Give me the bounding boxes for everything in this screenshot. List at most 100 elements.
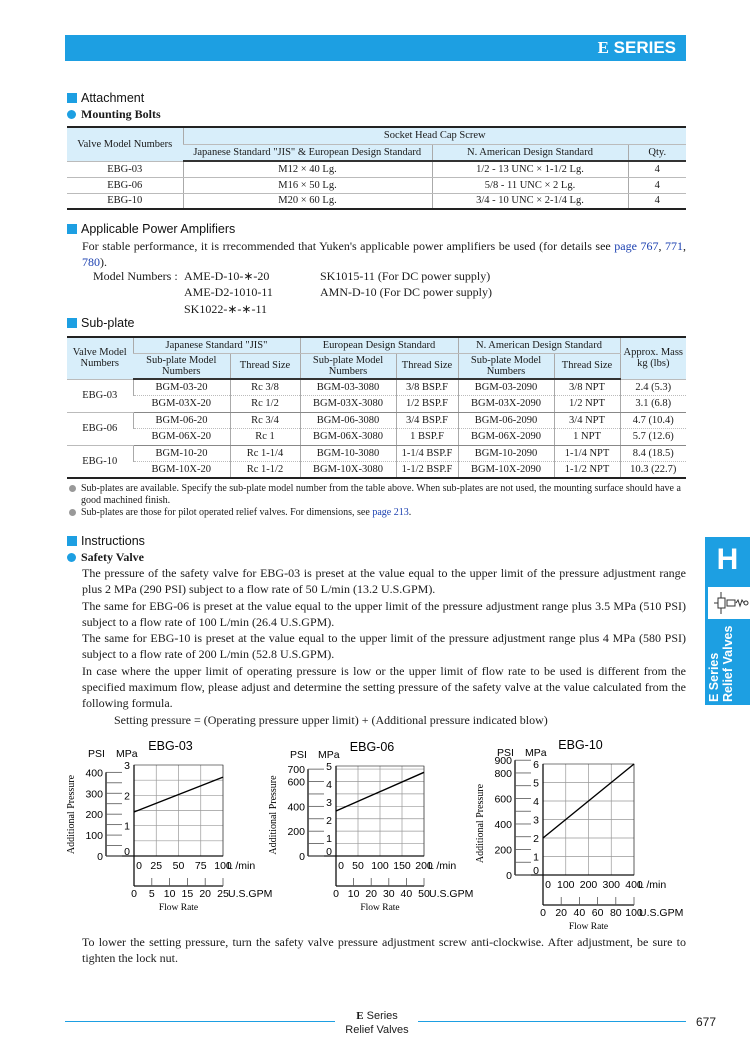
x-axis-label: Flow Rate (360, 903, 399, 913)
model-item: AME-D-10-∗-20 (184, 269, 270, 283)
mpa-unit-label: MPa (116, 748, 138, 760)
gpm-tick-label: 15 (182, 888, 194, 900)
table-cell: BGM-06X-2090 (457, 428, 554, 446)
mpa-tick-label: 1 (326, 833, 332, 845)
gpm-tick-label: 80 (610, 907, 622, 919)
table-cell: 2.4 (5.3) (619, 379, 686, 396)
model-numbers-label: Model Numbers : (93, 269, 178, 283)
mpa-tick-label: 0 (533, 865, 539, 877)
instruction-paragraph: In case where the upper limit of operati… (82, 663, 686, 711)
table-cell: BGM-10X-20 (133, 461, 230, 479)
table-cell: EBG-03 (67, 161, 183, 178)
safety-valve-heading: Safety Valve (67, 550, 144, 565)
link-page-213[interactable]: page 213 (372, 507, 409, 518)
lmin-unit-label: L /min (638, 879, 666, 891)
lmin-tick-label: 0 (545, 879, 551, 891)
table-row: EBG-03 M12 × 40 Lg. 1/2 - 13 UNC × 1-1/2 L… (67, 161, 686, 178)
col-jis: Japanese Standard "JIS" (132, 337, 300, 354)
psi-unit-label: PSI (497, 747, 514, 759)
relief-valve-symbol-icon (708, 587, 750, 619)
y-axis-label: Additional Pressure (475, 783, 486, 863)
table-cell: 1 BSP.F (395, 428, 458, 446)
lmin-tick-label: 150 (393, 860, 411, 872)
table-row: EBG-06 BGM-06-20 Rc 3/4 BGM-06-3080 3/4 BSP.… (67, 412, 686, 446)
psi-tick-label: 0 (299, 851, 305, 863)
mpa-tick-label: 4 (326, 779, 332, 791)
table-cell: Rc 1-1/4 (229, 445, 300, 462)
gpm-tick-label: 10 (348, 888, 360, 900)
subplate-heading: Sub-plate (67, 316, 135, 330)
table-cell: 4.7 (10.4) (619, 412, 686, 429)
psi-tick-label: 0 (97, 851, 103, 863)
table-cell: 8.4 (18.5) (619, 445, 686, 462)
gpm-tick-label: 40 (574, 907, 586, 919)
table-row: EBG-03 BGM-03-20 Rc 3/8 BGM-03-3080 3/8 BSP.… (67, 379, 686, 413)
table-cell: 4 (627, 177, 686, 194)
models-col1: AME-D-10-∗-20 AME-D2-1010-11 SK1022-∗-∗-11 (184, 268, 273, 317)
table-cell: 1-1/2 BSP.F (395, 461, 458, 479)
lmin-tick-label: 200 (415, 860, 433, 872)
col-valve: Valve Model Numbers (67, 337, 133, 380)
table-cell: 4 (627, 193, 686, 210)
mpa-tick-label: 4 (533, 796, 539, 808)
col-thread: Thread Size (553, 353, 620, 380)
table-cell: BGM-03-2090 (457, 379, 554, 396)
mounting-bolts-table: Valve Model Numbers Socket Head Cap Screw… (67, 126, 686, 210)
mpa-tick-label: 3 (326, 797, 332, 809)
table-cell: 1-1/4 BSP.F (395, 445, 458, 462)
instructions-heading: Instructions (67, 534, 145, 548)
link-page-767[interactable]: page 767 (614, 239, 659, 253)
table-cell: 3/8 BSP.F (395, 379, 458, 396)
col-jis: Japanese Standard "JIS" & European Desig… (183, 144, 432, 162)
table-cell: 3/4 BSP.F (395, 412, 458, 429)
psi-tick-label: 700 (287, 764, 305, 776)
col-na: N. American Design Standard (431, 144, 628, 162)
table-row: BGM-10X-20 Rc 1-1/2 BGM-10X-3080 1-1/2 BSP.… (67, 461, 686, 479)
table-cell: 5.7 (12.6) (619, 428, 686, 446)
models-col2: SK1015-11 (For DC power supply) AMN-D-10 … (320, 268, 492, 301)
table-cell: Rc 1/2 (229, 395, 300, 413)
formula: Setting pressure = (Operating pressure u… (114, 712, 548, 727)
table-cell: M12 × 40 Lg. (182, 161, 432, 178)
valve-model-cell: EBG-06 (67, 412, 133, 446)
table-cell: 1/2 BSP.F (395, 395, 458, 413)
model-item: AMN-D-10 (For DC power supply) (320, 285, 492, 300)
psi-tick-label: 200 (287, 826, 305, 838)
table-cell: BGM-10X-2090 (457, 461, 554, 479)
instruction-paragraph: The pressure of the safety valve for EBG… (82, 566, 686, 597)
additional-pressure-line (335, 771, 425, 812)
lmin-unit-label: L /min (227, 860, 255, 872)
psi-unit-label: PSI (290, 749, 307, 761)
lmin-tick-label: 50 (352, 860, 364, 872)
model-item: AME-D2-1010-11 (184, 285, 273, 300)
table-cell: 1/2 - 13 UNC × 1-1/2 Lg. (431, 161, 628, 178)
table-row: BGM-03X-20 Rc 1/2 BGM-03X-3080 1/2 BSP.F BGM… (67, 395, 686, 413)
link-page-780[interactable]: 780 (82, 255, 100, 270)
gpm-tick-label: 25 (217, 888, 229, 900)
gpm-tick-label: 20 (199, 888, 211, 900)
psi-tick-label: 0 (506, 870, 512, 882)
table-cell: 1-1/2 NPT (553, 461, 620, 479)
table-cell: BGM-06X-20 (133, 428, 230, 446)
link-page-771[interactable]: 771 (665, 239, 684, 253)
table-cell: BGM-10-2090 (457, 445, 554, 462)
psi-tick-label: 300 (85, 788, 103, 800)
lmin-tick-label: 0 (136, 860, 142, 872)
mpa-tick-label: 3 (533, 815, 539, 827)
lmin-tick-label: 75 (195, 860, 207, 872)
table-cell: 5/8 - 11 UNC × 2 Lg. (431, 177, 628, 194)
side-tab-h[interactable]: H E Series Relief Valves (705, 537, 750, 705)
table-cell: M20 × 60 Lg. (182, 193, 432, 210)
col-eu: European Design Standard (299, 337, 458, 354)
psi-unit-label: PSI (88, 748, 105, 760)
col-thread: Thread Size (395, 353, 458, 380)
footer-series: E Series Relief Valves (345, 1010, 409, 1036)
table-row: EBG-10 M20 × 60 Lg. 3/4 - 10 UNC × 2-1/4 L… (67, 193, 686, 210)
tab-label: E Series Relief Valves (707, 625, 735, 702)
table-cell: Rc 3/8 (229, 379, 300, 396)
lmin-tick-label: 100 (214, 860, 232, 872)
gpm-unit-label: U.S.GPM (639, 907, 683, 919)
series-title: E SERIES (597, 38, 676, 57)
table-cell: 3/8 NPT (553, 379, 620, 396)
